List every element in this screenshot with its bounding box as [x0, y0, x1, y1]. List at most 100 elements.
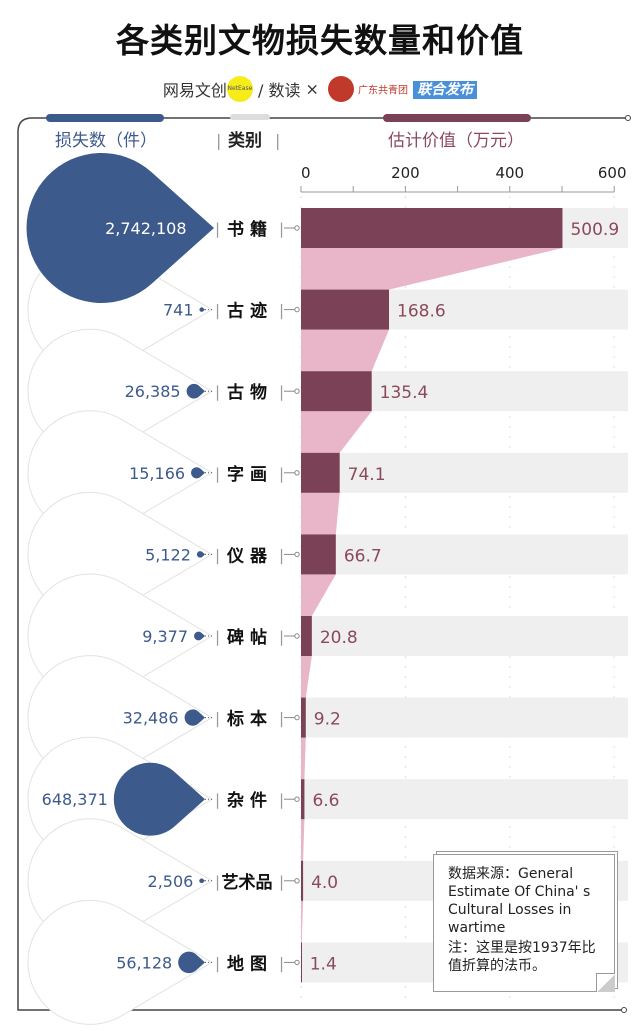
connector-dot [294, 225, 300, 231]
row-band [301, 697, 628, 738]
count-label: 648,371 [42, 790, 108, 809]
category-bracket: | [279, 954, 284, 972]
source-note: 数据来源：General Estimate Of China' s Cultur… [448, 866, 591, 936]
joint-release-badge: 联合发布 [413, 81, 478, 99]
row-band [301, 616, 628, 656]
funnel-connector [301, 737, 306, 780]
value-bar [301, 616, 312, 656]
category-bracket: | [215, 791, 220, 809]
value-label: 9.2 [314, 710, 341, 730]
x-tick-label: 400 [495, 164, 524, 182]
gd-youth-league-logo-icon [328, 76, 355, 102]
header-count: 损失数（件） [55, 131, 157, 151]
value-bar [301, 208, 563, 248]
funnel-connector [301, 329, 390, 372]
category-bracket: | [215, 710, 220, 728]
count-header-pill [46, 114, 164, 122]
value-header-pill [383, 114, 531, 122]
category-label: 碑 帖 [227, 627, 267, 648]
count-label: 56,128 [116, 953, 172, 972]
category-bracket: | [279, 791, 284, 809]
count-drop [184, 709, 205, 726]
count-label: 2,506 [148, 872, 194, 891]
count-label: 741 [163, 301, 194, 320]
category-bracket: | [215, 302, 220, 320]
category-bracket: | [279, 546, 284, 564]
category-label: 字 画 [227, 464, 267, 485]
category-bracket: | [215, 873, 220, 891]
category-bracket: | [279, 465, 284, 483]
frame-bottom-line [17, 132, 622, 1011]
category-bracket: | [215, 383, 220, 401]
category-bracket: | [215, 954, 220, 972]
funnel-connector [301, 492, 340, 535]
gd-logo-text: 广东共青团 [358, 85, 409, 97]
value-label: 135.4 [380, 383, 429, 403]
row-band [301, 452, 628, 493]
category-bracket: | [279, 710, 284, 728]
value-bar [301, 697, 306, 738]
value-bar [301, 860, 304, 901]
x-tick-label: 600 [598, 164, 627, 182]
count-drop [199, 878, 205, 884]
connector-dot [294, 796, 300, 802]
funnel-connector [301, 900, 304, 943]
shudu-logo-text: / 数读 [257, 81, 301, 100]
value-bar [301, 452, 340, 493]
x-tick-label: 0 [301, 164, 311, 182]
category-bracket: | [279, 628, 284, 646]
count-label: 2,742,108 [105, 219, 186, 238]
connector-dot [294, 714, 300, 721]
connector-dot [294, 959, 300, 966]
category-bracket: | [279, 302, 284, 320]
count-drop [199, 307, 205, 312]
category-bracket: | [215, 546, 220, 564]
category-bracket: | [279, 873, 284, 891]
header-divider: | [216, 131, 221, 150]
count-label: 15,166 [129, 464, 185, 483]
count-label: 32,486 [123, 709, 179, 728]
category-label: 杂 件 [227, 790, 267, 811]
value-label: 6.6 [312, 791, 339, 811]
drop-outline [27, 899, 213, 1025]
remark-note: 注：这里是按1937年比值折算的法币。 [448, 940, 596, 974]
category-label: 地 图 [227, 953, 267, 974]
category-bracket: | [215, 220, 220, 238]
page-title: 各类别文物损失数量和价值 [116, 21, 524, 60]
count-drop [196, 551, 205, 558]
row-band [301, 534, 628, 575]
frame-top-line [17, 117, 626, 133]
value-bar [301, 942, 302, 983]
category-label: 标 本 [227, 709, 267, 730]
category-bracket: | [279, 220, 284, 238]
times-sign: × [305, 79, 319, 99]
value-label: 66.7 [344, 546, 382, 566]
connector-dot [294, 470, 300, 476]
category-label: 古 物 [227, 382, 267, 403]
header-divider: | [275, 131, 280, 150]
frame-end-dot [625, 115, 631, 121]
funnel-connector [301, 248, 563, 290]
count-drop [26, 153, 214, 303]
count-drop [113, 762, 205, 836]
category-bracket: | [215, 628, 220, 646]
frame-end-dot [621, 1007, 627, 1013]
funnel-connector [301, 656, 312, 698]
category-label: 古 迹 [227, 301, 267, 322]
connector-dot [294, 306, 300, 313]
count-drop [178, 951, 205, 974]
count-drop [191, 467, 205, 479]
count-drop [194, 631, 205, 641]
value-label: 500.9 [570, 220, 619, 240]
row-band [301, 779, 628, 820]
count-label: 5,122 [145, 545, 191, 564]
funnel-connector [301, 574, 336, 616]
connector-dot [294, 551, 300, 558]
value-bar [301, 289, 390, 330]
publisher-logos: 网易文创NetEase / 数读 × 广东共青团 联合发布 [0, 76, 640, 102]
category-header-pill [230, 114, 270, 120]
funnel-connector [301, 819, 305, 861]
value-label: 74.1 [348, 465, 386, 485]
note-box: 数据来源：General Estimate Of China' s Cultur… [433, 854, 615, 992]
